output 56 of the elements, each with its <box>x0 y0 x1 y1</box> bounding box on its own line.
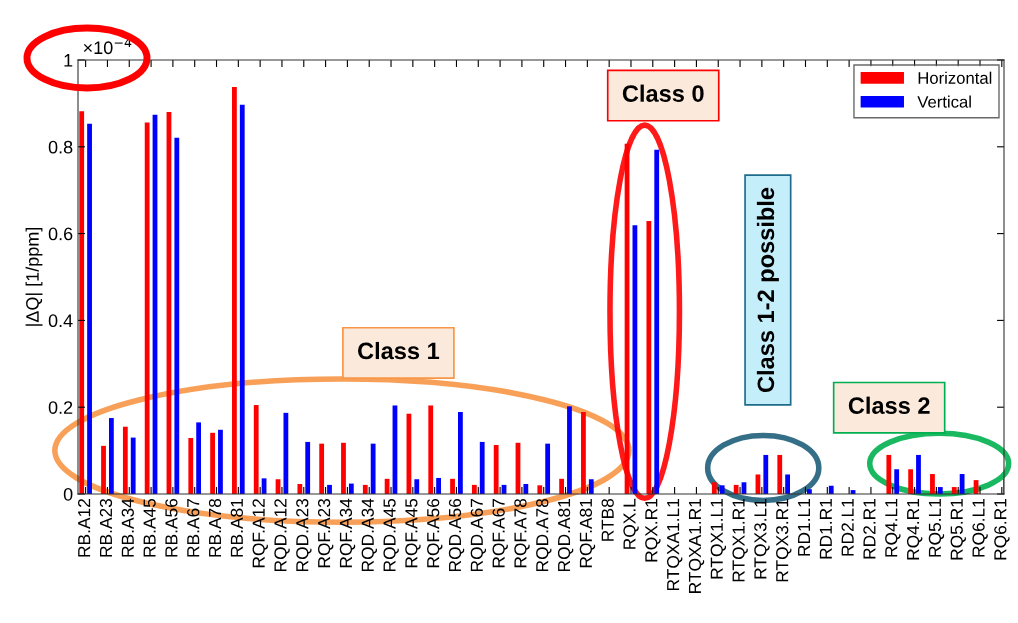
x-tick-label: RB.A45 <box>143 498 156 557</box>
x-tick-label: RQF.A67 <box>492 499 508 568</box>
annotation: Class 2 <box>848 396 930 414</box>
legend-label: Horizontal <box>918 71 992 84</box>
x-tick-label: RQF.A45 <box>405 498 421 568</box>
x-tick-label: RQ5.R1 <box>950 499 966 560</box>
x-tick-label: RQ6.R1 <box>994 499 1010 560</box>
y-tick-label: 0.4 <box>48 314 73 328</box>
x-tick-label: RB.A67 <box>187 499 200 557</box>
x-tick-label: RTQXA1.R1 <box>688 499 705 593</box>
x-tick-label: RTB8 <box>601 498 614 541</box>
y-axis-title: |ΔQ| [1/ppm] <box>25 227 43 326</box>
x-tick-label: RQD.A56 <box>448 498 465 572</box>
x-tick-label: RQD.A12 <box>274 499 290 572</box>
x-tick-label: RQF.A12 <box>252 499 268 568</box>
x-tick-label: RB.A56 <box>165 498 178 557</box>
x-tick-label: RTQX3.R1 <box>776 499 792 582</box>
y-tick-label: 0.6 <box>48 227 73 241</box>
x-tick-label: RQD.A45 <box>383 498 399 572</box>
x-tick-label: RQF.A81 <box>579 499 596 568</box>
x-tick-label: RQF.A23 <box>317 498 334 568</box>
x-tick-label: RD1.R1 <box>819 499 832 559</box>
x-tick-label: RQF.A56 <box>427 498 443 568</box>
y-tick-label: 0.8 <box>48 140 73 154</box>
annotation: Class 1-2 possible <box>756 187 779 393</box>
x-tick-label: RQD.A34 <box>361 498 377 572</box>
x-tick-label: RQD.A78 <box>536 498 552 572</box>
x-tick-label: RQD.A67 <box>470 499 487 572</box>
legend-label: Vertical <box>917 95 971 108</box>
x-tick-label: RQX.R1 <box>645 499 661 562</box>
y-tick-label: 0 <box>63 487 73 501</box>
x-tick-label: RQF.A78 <box>514 498 530 568</box>
y-tick-label: 0.2 <box>48 401 73 414</box>
x-tick-label: RTQX1.R1 <box>732 499 748 582</box>
x-tick-label: RQ4.R1 <box>906 499 923 560</box>
x-tick-label: RQD.A81 <box>557 499 574 572</box>
x-tick-label: RQ6.L1 <box>972 499 988 557</box>
x-tick-label: RQ5.L1 <box>928 499 945 557</box>
annotation: Class 1 <box>358 341 440 360</box>
x-tick-label: RD2.L1 <box>841 499 854 556</box>
x-tick-label: RQX.L <box>623 498 639 549</box>
x-tick-label: RD2.R1 <box>863 499 876 559</box>
x-tick-label: RB.A12 <box>78 499 91 557</box>
x-tick-label: RB.A78 <box>208 498 222 557</box>
x-tick-label: RB.A81 <box>230 499 243 557</box>
x-tick-label: RB.A34 <box>121 498 134 557</box>
x-tick-label: RD1.L1 <box>798 499 810 556</box>
x-tick-label: RTQXA1.L1 <box>666 499 683 591</box>
annotation: Class 0 <box>622 84 704 102</box>
x-tick-label: RQD.A23 <box>296 498 312 572</box>
x-tick-label: RTQX1.L1 <box>710 499 727 579</box>
y-tick-label: 1 <box>64 54 73 67</box>
x-tick-label: RB.A23 <box>99 498 113 557</box>
x-tick-label: RTQX3.L1 <box>754 499 770 579</box>
x-tick-label: RQ4.L1 <box>885 499 901 557</box>
x-tick-label: RQF.A34 <box>339 498 356 568</box>
